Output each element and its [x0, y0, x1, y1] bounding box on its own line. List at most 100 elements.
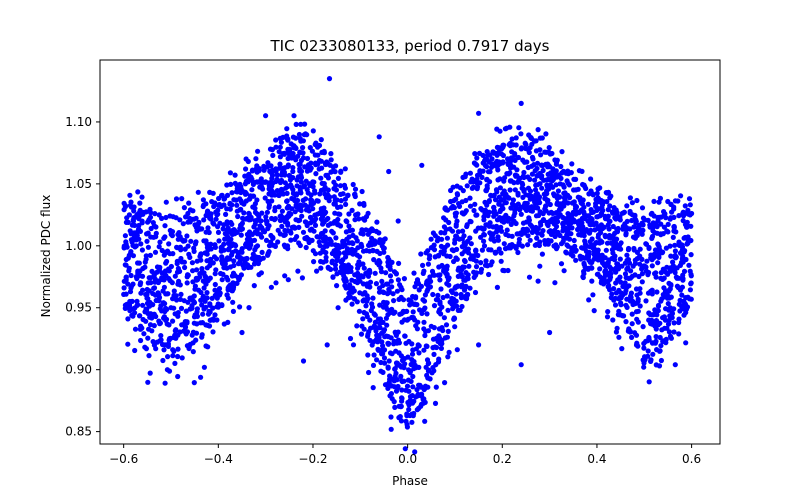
data-point [624, 266, 630, 272]
data-point [293, 145, 299, 151]
data-point [657, 348, 663, 354]
data-point [167, 336, 173, 342]
data-point [681, 268, 688, 274]
data-point [406, 367, 412, 373]
data-point [160, 357, 166, 364]
data-point [358, 331, 365, 337]
data-point [672, 242, 678, 248]
data-point [147, 252, 153, 258]
data-point [155, 290, 161, 296]
data-point [374, 357, 380, 363]
data-point [432, 400, 439, 406]
data-point [335, 242, 341, 249]
data-point [199, 226, 205, 232]
data-point [676, 240, 682, 246]
data-point [161, 347, 167, 353]
data-point [230, 308, 236, 314]
data-point [365, 210, 371, 216]
data-point [357, 290, 363, 296]
data-point [446, 349, 452, 355]
data-point [415, 393, 421, 399]
data-point [476, 342, 482, 348]
data-point [263, 214, 269, 220]
data-point [480, 168, 486, 174]
data-point [121, 243, 127, 249]
data-point [425, 361, 431, 367]
data-point [356, 216, 362, 222]
data-point [172, 332, 178, 338]
data-point [330, 274, 336, 280]
data-point [441, 215, 447, 221]
data-point [167, 227, 173, 234]
data-point [282, 273, 288, 279]
data-point [557, 203, 563, 209]
data-point [449, 228, 456, 234]
data-point [409, 351, 416, 357]
data-point [225, 319, 231, 325]
data-point [380, 343, 386, 349]
data-point [506, 233, 512, 239]
data-point [148, 275, 154, 281]
data-point [428, 236, 434, 242]
data-point [557, 181, 563, 187]
data-point [636, 273, 642, 280]
data-point [145, 335, 151, 341]
data-point [324, 342, 330, 348]
data-point [450, 184, 456, 190]
data-point [360, 261, 366, 267]
data-point [410, 309, 416, 315]
data-point [476, 110, 482, 116]
data-point [260, 227, 266, 233]
data-point [232, 242, 238, 248]
data-point [544, 182, 550, 188]
data-point [454, 191, 460, 197]
data-point [380, 283, 386, 289]
data-point [567, 195, 573, 201]
data-point [277, 179, 284, 186]
data-point [125, 316, 131, 322]
data-point [233, 197, 239, 203]
data-point [392, 366, 398, 372]
data-point [157, 321, 163, 327]
data-point [618, 295, 624, 301]
data-point [269, 175, 275, 182]
data-point [442, 244, 448, 251]
data-point [433, 344, 440, 351]
data-point [174, 245, 180, 251]
data-point [503, 200, 509, 206]
data-point [342, 283, 348, 289]
data-point [532, 187, 539, 193]
data-point [188, 238, 194, 244]
data-point [516, 177, 522, 183]
data-point [394, 288, 400, 294]
data-point [159, 341, 166, 348]
data-point [398, 353, 404, 359]
data-point [331, 250, 337, 256]
data-point [235, 213, 241, 220]
data-point [237, 181, 243, 187]
data-point [212, 287, 218, 293]
data-point [491, 150, 497, 156]
data-point [493, 211, 499, 217]
data-point [421, 306, 427, 313]
data-point [680, 298, 687, 304]
data-point [231, 258, 237, 264]
data-point [286, 146, 292, 152]
data-point [139, 220, 145, 226]
data-point [542, 241, 548, 247]
data-point [218, 248, 224, 254]
data-point [465, 272, 471, 278]
data-point [359, 188, 365, 195]
y-tick-label: 1.10 [65, 115, 92, 129]
data-point [396, 340, 402, 346]
data-point [300, 150, 306, 156]
data-point [127, 250, 134, 257]
data-point [184, 280, 190, 286]
data-point [140, 211, 146, 217]
data-point [290, 150, 296, 157]
data-point [370, 295, 376, 301]
data-point [273, 166, 279, 172]
data-point [342, 166, 348, 172]
data-point [138, 280, 144, 286]
data-point [350, 181, 356, 188]
